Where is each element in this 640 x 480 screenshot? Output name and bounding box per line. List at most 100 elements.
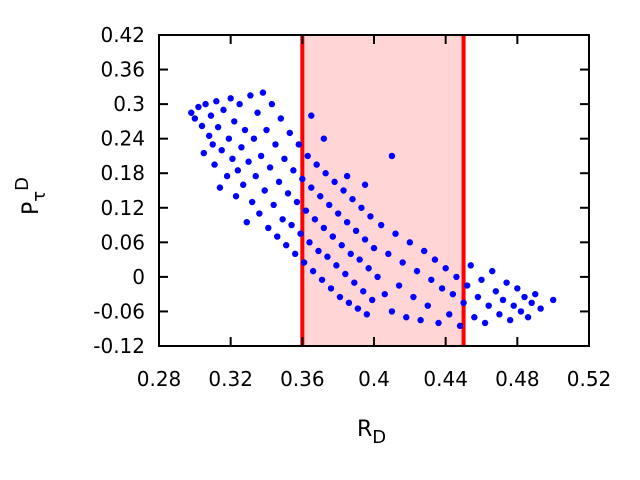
y-tick-label: 0.42 (100, 23, 145, 47)
scatter-point (406, 239, 414, 246)
scatter-point (428, 276, 435, 283)
x-tick-label: 0.52 (567, 367, 612, 391)
scatter-point (317, 193, 324, 200)
scatter-point (549, 296, 557, 304)
scatter-point (256, 210, 263, 217)
scatter-point (315, 247, 322, 255)
scatter-point (537, 305, 544, 312)
scatter-point (250, 135, 258, 142)
scatter-point (349, 195, 356, 203)
scatter-point (474, 293, 482, 301)
scatter-point (265, 224, 272, 232)
scatter-point (352, 227, 360, 235)
scatter-point (218, 146, 225, 154)
scatter-point (236, 100, 243, 108)
x-tick-label: 0.28 (137, 367, 182, 391)
scatter-point (385, 250, 392, 258)
scatter-point (327, 285, 335, 292)
scatter-points (188, 89, 557, 330)
scatter-point (191, 115, 199, 122)
y-tick-label: -0.06 (93, 299, 145, 323)
y-tick-label: 0 (132, 265, 145, 289)
scatter-point (313, 161, 320, 168)
scatter-point (234, 167, 242, 174)
scatter-point (308, 112, 315, 119)
scatter-point (347, 250, 354, 258)
scatter-point (360, 288, 367, 295)
scatter-point (471, 314, 478, 321)
scatter-point (318, 276, 326, 283)
scatter-point (331, 178, 338, 186)
scatter-point (299, 175, 306, 183)
scatter-point (257, 152, 265, 160)
x-tick-label: 0.32 (208, 367, 253, 391)
scatter-point (517, 308, 525, 315)
scatter-point (259, 89, 267, 96)
scatter-point (272, 141, 279, 148)
scatter-point (521, 293, 528, 301)
y-tick-label: 0.24 (100, 127, 145, 151)
scatter-point (399, 259, 406, 266)
scatter-point (254, 109, 261, 116)
scatter-point (381, 290, 388, 298)
scatter-point (413, 267, 421, 275)
x-tick-label: 0.4 (358, 367, 390, 391)
scatter-point (481, 319, 489, 327)
scatter-point (417, 316, 424, 324)
scatter-point (320, 224, 328, 232)
y-axis-title-subscript: τ (29, 191, 50, 202)
scatter-point (467, 262, 474, 269)
scatter-point (524, 314, 532, 321)
scatter-point (358, 204, 365, 211)
scatter-point (240, 181, 247, 188)
scatter-point (209, 141, 216, 148)
scatter-point (270, 201, 277, 209)
scatter-point (388, 152, 396, 160)
scatter-point (392, 230, 399, 237)
scatter-point (198, 122, 206, 130)
scatter-point (395, 282, 403, 289)
scatter-point (297, 230, 304, 237)
y-axis-title-superscript: D (12, 177, 33, 191)
scatter-point (363, 311, 371, 318)
scatter-point (333, 262, 340, 269)
y-axis-title-main: P (19, 202, 44, 215)
scatter-point (291, 250, 299, 258)
scatter-point (369, 296, 376, 304)
x-tick-label: 0.36 (280, 367, 325, 391)
scatter-point (345, 299, 353, 307)
scatter-point (431, 256, 439, 263)
scatter-point (308, 184, 315, 191)
scatter-point (356, 256, 363, 263)
y-axis-ticks: 0.42 0.36 0.3 0.24 0.18 0.12 0.06 0 -0.06 -0.12 (93, 23, 589, 358)
scatter-point (492, 288, 500, 295)
scatter-point (295, 141, 302, 148)
scatter-point (225, 135, 233, 142)
scatter-point (343, 172, 351, 180)
scatter-point (243, 218, 250, 226)
scatter-point (438, 285, 446, 292)
scatter-point (213, 98, 220, 105)
scatter-point (275, 178, 283, 186)
scatter-point (195, 103, 202, 111)
y-tick-label: 0.3 (113, 92, 145, 116)
y-axis-title: PτD (12, 177, 50, 215)
scatter-point (290, 167, 297, 174)
scatter-point (284, 190, 292, 197)
y-tick-label: 0.18 (100, 161, 145, 185)
y-tick-label: -0.12 (93, 334, 145, 358)
scatter-point (277, 115, 285, 122)
scatter-point (374, 273, 381, 281)
scatter-point (202, 100, 209, 108)
scatter-point (286, 129, 293, 137)
scatter-point (241, 126, 249, 134)
scatter-point (340, 187, 347, 194)
scatter-point (489, 267, 496, 275)
scatter-point (223, 172, 231, 180)
scatter-point (205, 132, 213, 139)
scatter-point (304, 152, 311, 160)
x-axis-title-main: R (357, 417, 372, 442)
scatter-point (263, 126, 270, 134)
scatter-point (485, 302, 492, 309)
scatter-point (449, 290, 457, 298)
